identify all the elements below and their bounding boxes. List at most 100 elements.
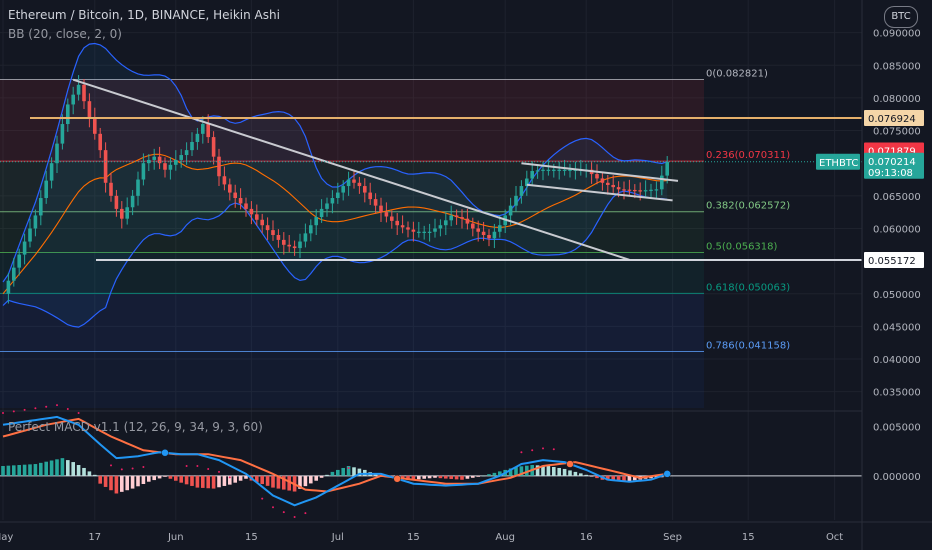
macd-dot-marker — [23, 408, 26, 411]
price-tick-label: 0.045000 — [873, 322, 921, 333]
candle-body — [622, 189, 626, 191]
macd-histogram-bar — [357, 468, 362, 476]
macd-histogram-bar — [552, 466, 556, 476]
candle-body — [595, 174, 599, 179]
currency-button[interactable]: BTC — [884, 6, 918, 28]
high-price-badge: 0.071879 — [868, 146, 916, 157]
macd-histogram-bar — [222, 475, 227, 486]
candle-body — [206, 124, 210, 138]
bollinger-bands — [2, 42, 668, 328]
macd-histogram-bar — [184, 475, 189, 485]
macd-histogram-bar — [152, 475, 156, 481]
macd-histogram-bar — [476, 475, 480, 477]
price-axis[interactable]: 0.090000 0.085000 0.080000 0.075000 0.065000… — [861, 0, 932, 550]
last-price-badge-bg — [864, 152, 924, 179]
macd-histogram-bar — [174, 475, 178, 481]
candle-body — [238, 198, 243, 204]
countdown-timer: 09:13:08 — [868, 168, 913, 179]
macd-histogram-bar — [589, 475, 594, 477]
drawings[interactable] — [0, 78, 862, 261]
candle-body — [211, 137, 216, 157]
fib-level-label: 0.786(0.041158) — [706, 340, 790, 351]
candle-body — [422, 231, 426, 233]
macd-histogram-bar — [228, 475, 232, 485]
candle-body — [195, 133, 200, 142]
macd-histogram-bar — [190, 475, 194, 486]
macd-histogram-bar — [557, 467, 561, 476]
macd-histogram-bar — [211, 475, 216, 489]
candle-body — [643, 190, 648, 192]
candle-body — [125, 207, 129, 219]
candle-body — [454, 215, 459, 218]
candle-body — [163, 163, 167, 170]
macd-histogram-bar — [163, 475, 167, 477]
time-axis[interactable]: May 17 Jun 15 Jul 15 Aug 16 Sep 15 Oct — [0, 521, 932, 543]
macd-dot-marker — [110, 464, 112, 467]
macd-histogram-bar — [330, 471, 335, 476]
macd-histogram-bar — [49, 460, 54, 476]
macd-histogram-bar — [238, 475, 243, 481]
macd-dot-marker — [531, 449, 534, 452]
macd-histogram-bar — [303, 475, 308, 487]
candle-body — [184, 150, 189, 156]
macd-histogram-bar — [546, 466, 551, 476]
candle-body — [535, 170, 540, 172]
macd-histogram-bar — [120, 475, 124, 492]
candle-body — [433, 228, 437, 232]
macd-histogram-bar — [39, 462, 43, 476]
candle-body — [60, 124, 65, 144]
macd-histogram-bar — [525, 465, 529, 476]
time-tick-label: 17 — [88, 532, 101, 543]
candle-body — [168, 164, 173, 170]
macd-histogram-bar — [400, 475, 405, 479]
macd-histogram-bar — [352, 467, 356, 476]
fib-level-label: 0(0.082821) — [706, 69, 768, 80]
candle-body — [55, 143, 59, 164]
macd-dot-marker — [131, 467, 134, 470]
time-tick-label: Aug — [495, 532, 515, 543]
candle-body — [260, 219, 264, 226]
candle-body — [152, 156, 156, 160]
candle-body — [665, 161, 669, 176]
macd-cross-dot — [161, 448, 169, 457]
candle-body — [541, 169, 545, 171]
candle-body — [654, 189, 659, 191]
candle-body — [190, 141, 194, 151]
candle-body — [552, 169, 556, 171]
candle-body — [546, 169, 551, 171]
candle-body — [346, 179, 351, 187]
price-tick-label: 0.040000 — [873, 355, 921, 366]
macd-histogram-bar — [417, 475, 421, 480]
fib-level-label: 0.618(0.050063) — [706, 282, 790, 293]
price-tick-label: 0.060000 — [873, 224, 921, 235]
candle-body — [303, 233, 308, 242]
candle-body — [427, 231, 432, 233]
macd-histogram-bar — [363, 469, 367, 476]
candle-body — [660, 175, 664, 190]
candle-body — [514, 195, 518, 206]
price-tick-label: 0.080000 — [873, 94, 921, 105]
candle-body — [314, 217, 318, 226]
macd-histogram-bar — [98, 475, 102, 484]
candle-body — [265, 225, 270, 231]
macd-histogram-bar — [33, 464, 38, 476]
candle-body — [465, 218, 470, 224]
macd-dot-marker — [261, 497, 264, 500]
candle-body — [17, 254, 21, 268]
candle-body — [611, 184, 615, 188]
candle-body — [179, 155, 183, 160]
candle-body — [244, 203, 248, 209]
fib-level-label: 0.236(0.070311) — [706, 150, 790, 161]
candle-body — [292, 246, 297, 249]
candle-body — [568, 169, 572, 171]
macd-histogram-bar — [519, 466, 524, 476]
last-price-badge: 0.070214 — [868, 157, 916, 168]
time-tick-label: 15 — [245, 532, 258, 543]
macd-histogram-bar — [487, 474, 491, 476]
candle-body — [395, 220, 399, 226]
macd-dot-marker — [542, 447, 544, 450]
candle-body — [120, 208, 124, 219]
candle-body — [93, 117, 97, 134]
